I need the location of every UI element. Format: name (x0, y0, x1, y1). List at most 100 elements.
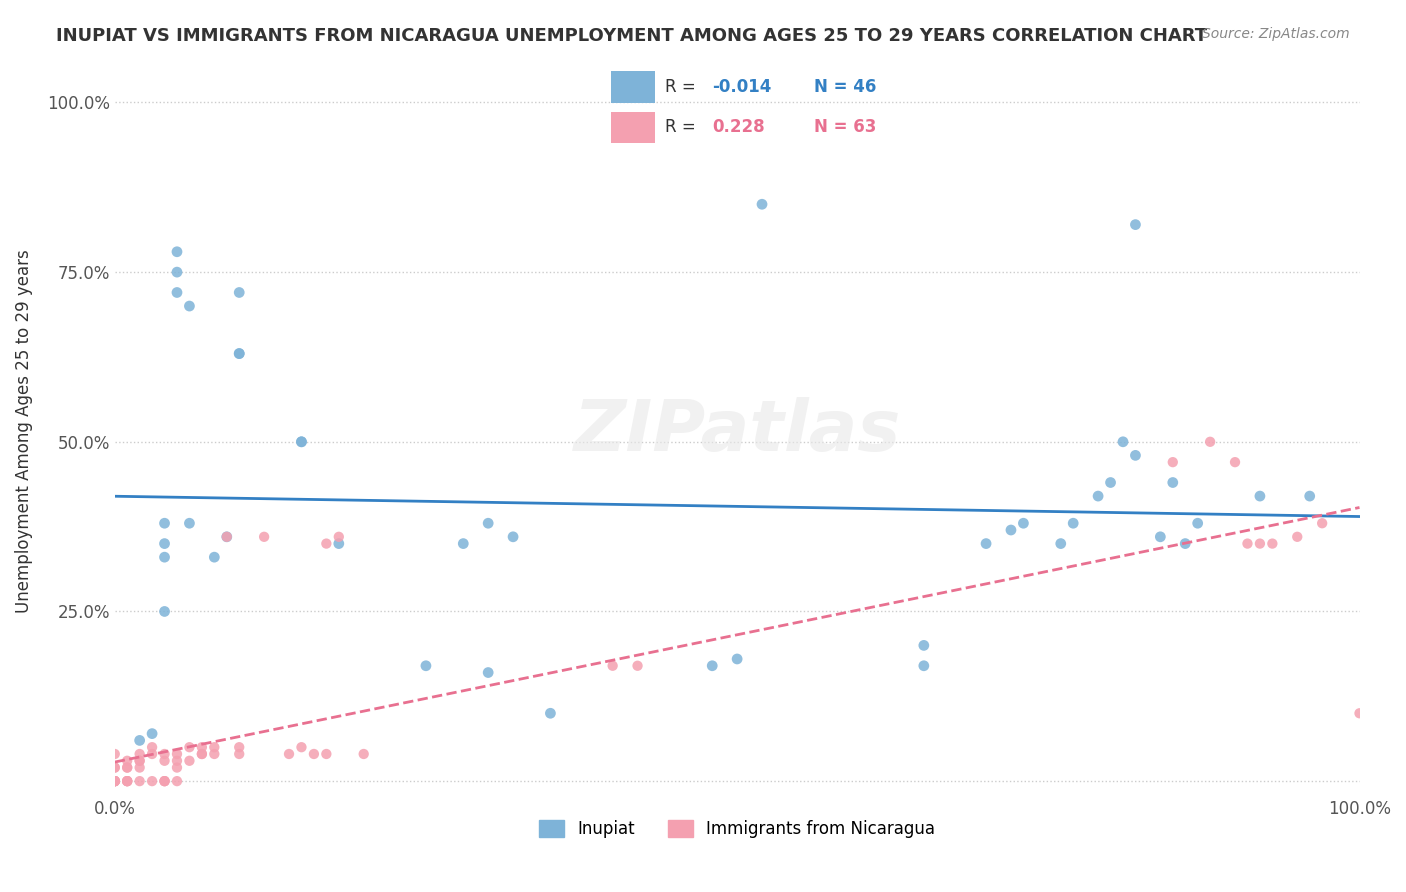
Point (104, 774, 127, 789)
Point (166, 754, 188, 768)
Text: N = 63: N = 63 (814, 118, 876, 136)
Point (179, 516, 201, 531)
Point (315, 747, 337, 761)
Point (166, 285, 188, 300)
Point (141, 747, 163, 761)
Point (115, 774, 138, 789)
Point (1087, 489, 1109, 503)
Text: R =: R = (665, 78, 702, 96)
Point (128, 733, 150, 747)
Point (153, 516, 176, 531)
Point (153, 754, 176, 768)
Point (353, 747, 375, 761)
Point (1012, 516, 1035, 531)
Point (128, 754, 150, 768)
Point (1125, 218, 1147, 232)
Point (115, 754, 138, 768)
Point (1161, 475, 1184, 490)
Point (477, 516, 499, 531)
Bar (612, 71, 655, 103)
Point (128, 747, 150, 761)
Point (1249, 536, 1271, 550)
Point (179, 740, 201, 755)
Point (215, 530, 238, 544)
Point (228, 747, 250, 761)
Point (702, 658, 724, 673)
Point (153, 774, 176, 789)
Point (328, 530, 350, 544)
Point (602, 658, 624, 673)
Point (315, 536, 337, 550)
Point (128, 760, 150, 774)
Point (104, 774, 127, 789)
Point (104, 760, 127, 774)
Text: INUPIAT VS IMMIGRANTS FROM NICARAGUA UNEMPLOYMENT AMONG AGES 25 TO 29 YEARS CORR: INUPIAT VS IMMIGRANTS FROM NICARAGUA UNE… (56, 27, 1208, 45)
Point (538, 706, 561, 721)
Text: 0.228: 0.228 (713, 118, 765, 136)
Point (253, 530, 276, 544)
Text: Source: ZipAtlas.com: Source: ZipAtlas.com (1202, 27, 1350, 41)
Point (115, 774, 138, 789)
Point (166, 265, 188, 279)
Point (104, 760, 127, 774)
Point (191, 747, 214, 761)
Point (104, 774, 127, 789)
Point (1286, 530, 1309, 544)
Point (166, 760, 188, 774)
Point (202, 740, 225, 755)
Point (1299, 489, 1322, 503)
Point (1125, 449, 1147, 463)
Point (290, 434, 312, 449)
Point (1310, 516, 1333, 531)
Point (115, 774, 138, 789)
Point (912, 658, 935, 673)
Point (477, 665, 499, 680)
Point (1199, 434, 1222, 449)
Point (141, 774, 163, 789)
Point (228, 285, 250, 300)
Text: R =: R = (665, 118, 702, 136)
Point (166, 244, 188, 259)
Point (153, 550, 176, 565)
Point (1249, 489, 1271, 503)
Point (128, 774, 150, 789)
Point (1161, 455, 1184, 469)
Point (228, 346, 250, 360)
Point (104, 774, 127, 789)
Point (974, 536, 997, 550)
Point (115, 774, 138, 789)
Point (153, 774, 176, 789)
Point (104, 774, 127, 789)
Point (290, 740, 312, 755)
Point (278, 747, 301, 761)
Point (153, 747, 176, 761)
Point (1174, 536, 1197, 550)
Point (415, 658, 437, 673)
Y-axis label: Unemployment Among Ages 25 to 29 years: Unemployment Among Ages 25 to 29 years (15, 250, 32, 614)
Point (115, 760, 138, 774)
Point (228, 740, 250, 755)
Point (1000, 523, 1022, 537)
Point (104, 747, 127, 761)
Point (912, 639, 935, 653)
Point (202, 747, 225, 761)
Point (128, 754, 150, 768)
Point (1099, 475, 1122, 490)
Point (751, 197, 773, 211)
Point (1187, 516, 1209, 531)
Text: ZIPatlas: ZIPatlas (574, 397, 901, 467)
Point (1049, 536, 1071, 550)
Point (166, 747, 188, 761)
Point (153, 604, 176, 618)
Point (202, 550, 225, 565)
Point (141, 726, 163, 740)
Point (290, 434, 312, 449)
Text: -0.014: -0.014 (713, 78, 772, 96)
Point (328, 536, 350, 550)
Point (228, 346, 250, 360)
Point (104, 774, 127, 789)
Point (191, 747, 214, 761)
Point (179, 754, 201, 768)
Point (153, 774, 176, 789)
Bar (612, 112, 655, 143)
